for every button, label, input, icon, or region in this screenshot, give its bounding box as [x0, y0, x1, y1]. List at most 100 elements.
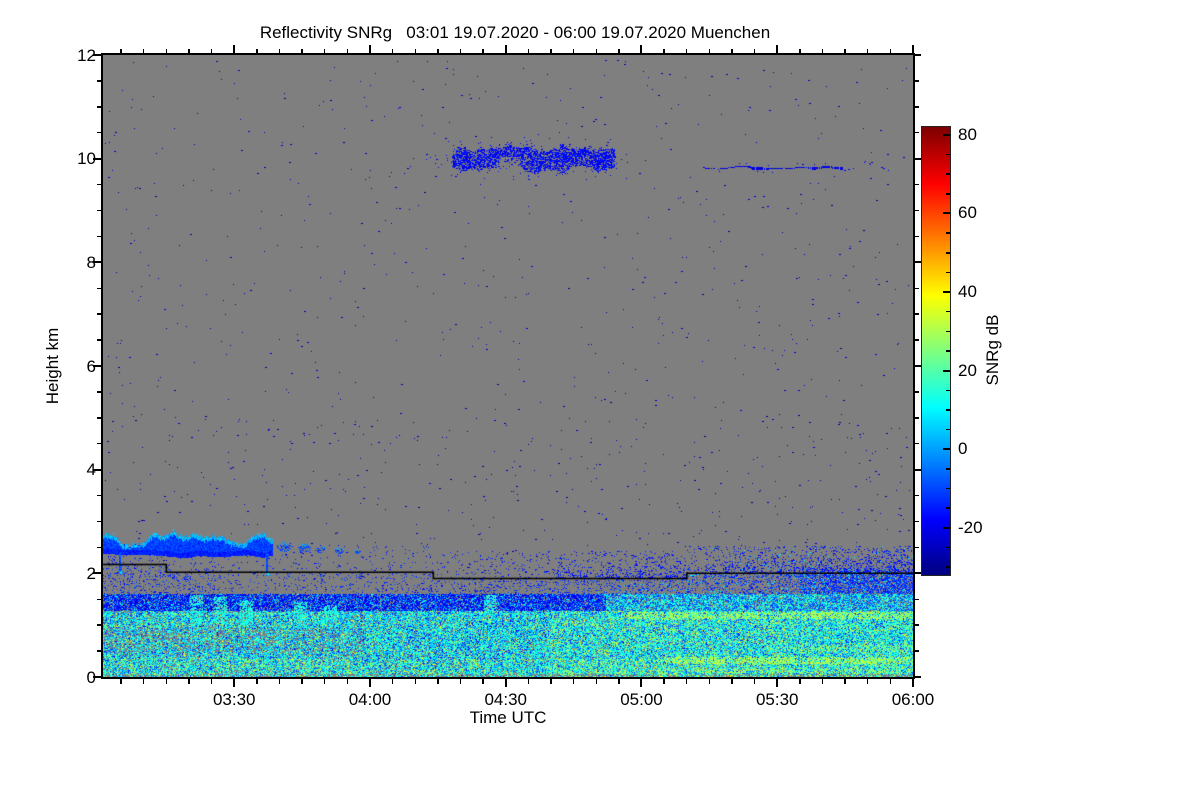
y-axis-major-tick: [915, 365, 921, 367]
x-axis-minor-tick: [391, 48, 394, 53]
x-axis-minor-tick: [867, 48, 869, 53]
y-axis-major-tick: [915, 468, 921, 471]
x-axis-minor-tick: [437, 679, 439, 684]
x-axis-minor-tick: [143, 48, 145, 53]
x-axis-minor-tick: [120, 48, 122, 53]
x-axis-minor-tick: [753, 48, 756, 53]
x-axis-minor-tick: [324, 48, 326, 53]
colorbar-minor-tick: [946, 468, 950, 470]
colorbar-minor-tick: [946, 350, 950, 352]
y-axis-minor-tick: [97, 494, 101, 497]
x-axis-minor-tick: [414, 48, 416, 53]
colorbar-major-tick: [943, 133, 950, 136]
x-axis-minor-tick: [459, 48, 462, 53]
y-axis-minor-tick: [915, 106, 919, 108]
x-axis-minor-tick: [595, 679, 597, 684]
x-axis-minor-tick: [595, 48, 597, 53]
x-axis-minor-tick: [414, 679, 416, 684]
colorbar-tick-label: 60: [958, 203, 977, 223]
x-axis-minor-tick: [889, 48, 892, 53]
colorbar-minor-tick: [946, 566, 950, 568]
y-axis-minor-tick: [97, 520, 101, 523]
colorbar-minor-tick: [946, 193, 950, 195]
y-axis-minor-tick: [97, 183, 101, 186]
x-axis-title: Time UTC: [469, 708, 547, 727]
colorbar-major-tick: [943, 212, 950, 215]
x-axis-minor-tick: [708, 48, 711, 53]
x-axis-minor-tick: [550, 48, 552, 53]
x-axis-minor-tick: [346, 679, 349, 684]
heatmap-canvas: [103, 55, 913, 677]
plot-area: [101, 53, 915, 679]
y-axis-major-tick: [93, 157, 101, 160]
y-axis-minor-tick: [97, 339, 101, 341]
x-axis-minor-tick: [618, 48, 620, 53]
colorbar-tick-label: 0: [958, 439, 968, 459]
y-axis-minor-tick: [97, 287, 101, 289]
colorbar-minor-tick: [946, 330, 950, 333]
x-axis-minor-tick: [188, 48, 190, 53]
colorbar-minor-tick: [946, 252, 950, 254]
x-axis-minor-tick: [821, 48, 824, 53]
y-axis-minor-tick: [915, 132, 919, 134]
y-axis-minor-tick: [915, 80, 919, 82]
chart-title: Reflectivity SNRg 03:01 19.07.2020 - 06:…: [259, 23, 771, 42]
colorbar-title: SNRg dB: [983, 314, 1002, 386]
y-axis-minor-tick: [97, 106, 101, 108]
y-axis-minor-tick: [97, 598, 101, 600]
colorbar-tick-label: 20: [958, 360, 977, 380]
x-axis-major-tick: [504, 679, 507, 687]
x-axis-minor-tick: [663, 48, 665, 53]
x-axis-major-tick: [504, 45, 507, 53]
x-axis-minor-tick: [256, 679, 258, 684]
x-axis-tick-label: 03:30: [212, 690, 256, 709]
y-axis-minor-tick: [915, 391, 919, 393]
x-axis-major-tick: [640, 679, 643, 687]
x-axis-minor-tick: [459, 679, 462, 684]
y-axis-minor-tick: [915, 183, 919, 186]
x-axis-minor-tick: [391, 679, 394, 684]
x-axis-major-tick: [368, 45, 371, 53]
colorbar-tick-label: 80: [958, 124, 977, 144]
y-axis-minor-tick: [97, 235, 101, 238]
y-axis-major-tick: [93, 365, 101, 367]
x-axis-minor-tick: [844, 48, 846, 53]
y-axis-minor-tick: [97, 624, 101, 626]
y-axis-major-tick: [915, 676, 921, 678]
y-axis-minor-tick: [915, 598, 919, 600]
y-axis-minor-tick: [97, 417, 101, 419]
colorbar-minor-tick: [946, 153, 950, 156]
x-axis-minor-tick: [889, 679, 892, 684]
x-axis-minor-tick: [799, 679, 801, 684]
y-axis-minor-tick: [915, 520, 919, 523]
y-axis-major-tick: [93, 54, 101, 56]
x-axis-minor-tick: [165, 48, 168, 53]
x-axis-minor-tick: [867, 679, 869, 684]
y-axis-major-tick: [915, 261, 921, 264]
colorbar-minor-tick: [946, 546, 950, 549]
y-axis-major-tick: [915, 157, 921, 160]
y-axis-minor-tick: [97, 546, 101, 549]
y-axis-major-tick: [93, 468, 101, 471]
y-axis-minor-tick: [97, 80, 101, 82]
x-axis-minor-tick: [482, 679, 484, 684]
x-axis-minor-tick: [256, 48, 258, 53]
y-axis-minor-tick: [915, 494, 919, 497]
colorbar-minor-tick: [946, 487, 950, 490]
y-axis-minor-tick: [915, 235, 919, 238]
x-axis-minor-tick: [821, 679, 824, 684]
y-axis-minor-tick: [97, 132, 101, 134]
x-axis-major-tick: [368, 679, 371, 687]
x-axis-minor-tick: [482, 48, 484, 53]
y-axis-minor-tick: [97, 391, 101, 393]
colorbar-minor-tick: [946, 310, 950, 313]
colorbar-minor-tick: [946, 428, 950, 431]
x-axis-minor-tick: [324, 679, 326, 684]
y-axis-tick-label: 6: [86, 356, 96, 376]
x-axis-major-tick: [233, 679, 236, 687]
y-axis-minor-tick: [915, 209, 919, 212]
x-axis-minor-tick: [301, 48, 303, 53]
x-axis-minor-tick: [527, 679, 530, 684]
x-axis-tick-label: 04:30: [484, 690, 527, 709]
